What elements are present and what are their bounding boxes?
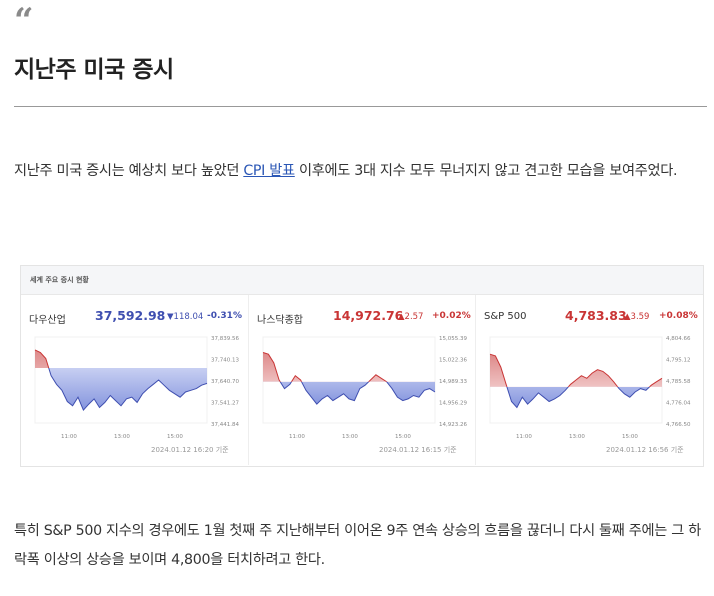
- x-tick-label: 11:00: [516, 434, 532, 440]
- intro-text-after: 이후에도 3대 지수 모두 무너지지 않고 견고한 모습을 보여주었다.: [294, 163, 678, 179]
- market-widget: 세계 주요 증시 현황 다우산업 37,592.98 ▼118.04 -0.31…: [20, 265, 704, 467]
- index-value: 4,783.83: [565, 308, 627, 323]
- sp500-panel[interactable]: S&P 500 4,783.83 ▲3.59 +0.08% 4,804.66 4,…: [475, 295, 702, 465]
- index-change-percent: +0.02%: [432, 311, 471, 321]
- area-below-baseline: [506, 386, 650, 408]
- x-tick-label: 15:00: [622, 434, 638, 440]
- cpi-link[interactable]: CPI 발표: [243, 163, 295, 179]
- timestamp: 2024.01.12 16:56 기준: [606, 446, 684, 454]
- y-tick-label: 14,923.26: [439, 422, 467, 428]
- page-title: 지난주 미국 증시: [14, 57, 174, 83]
- y-tick-label: 4,804.66: [666, 336, 691, 342]
- timestamp: 2024.01.12 16:20 기준: [151, 446, 229, 454]
- intro-paragraph: 지난주 미국 증시는 예상치 보다 높았던 CPI 발표 이후에도 3대 지수 …: [14, 157, 704, 186]
- x-tick-label: 13:00: [114, 434, 130, 440]
- y-tick-label: 37,640.70: [211, 379, 239, 385]
- dow-panel[interactable]: 다우산업 37,592.98 ▼118.04 -0.31% 37,839.56 3…: [21, 295, 247, 465]
- price-line-up: [262, 352, 388, 382]
- index-change: ▲3.59: [624, 312, 650, 322]
- x-tick-label: 15:00: [167, 434, 183, 440]
- y-tick-label: 15,055.39: [439, 336, 467, 342]
- index-name: 다우산업: [29, 315, 66, 326]
- title-divider: [14, 106, 707, 107]
- widget-title: 세계 주요 증시 현황: [21, 266, 703, 295]
- y-tick-label: 4,795.12: [666, 358, 691, 364]
- nasdaq-chart: 15,055.39 15,022.36 14,989.33 14,956.29 14,9…: [262, 336, 467, 440]
- index-change-percent: +0.08%: [659, 311, 698, 321]
- price-line-down: [506, 386, 651, 409]
- dow-chart: 37,839.56 37,740.13 37,640.70 37,541.27 37,4…: [34, 336, 239, 440]
- index-value: 14,972.76: [333, 308, 404, 323]
- y-tick-label: 37,441.84: [211, 422, 239, 428]
- price-line-down: [279, 381, 436, 405]
- timestamp: 2024.01.12 16:15 기준: [379, 446, 457, 454]
- index-change-percent: -0.31%: [207, 311, 242, 321]
- intro-text-before: 지난주 미국 증시는 예상치 보다 높았던: [14, 163, 244, 179]
- y-tick-label: 4,766.50: [666, 422, 691, 428]
- index-name: S&P 500: [484, 311, 527, 322]
- area-above-baseline: [35, 349, 49, 368]
- x-tick-label: 13:00: [569, 434, 585, 440]
- y-tick-label: 4,785.58: [666, 379, 691, 385]
- quote-mark-icon: “: [14, 1, 34, 41]
- x-tick-label: 11:00: [289, 434, 305, 440]
- price-line-down: [48, 367, 208, 412]
- price-line-up: [489, 353, 663, 387]
- nasdaq-panel[interactable]: 나스닥종합 14,972.76 ▲2.57 +0.02% 15,055.39 15…: [248, 295, 475, 465]
- y-tick-label: 14,989.33: [439, 379, 467, 385]
- index-change: ▲2.57: [398, 312, 424, 322]
- x-tick-label: 15:00: [395, 434, 411, 440]
- y-tick-label: 15,022.36: [439, 358, 467, 364]
- body-paragraph: 특히 S&P 500 지수의 경우에도 1월 첫째 주 지난해부터 이어온 9주…: [14, 523, 701, 568]
- index-change: ▼118.04: [167, 312, 204, 322]
- area-below-baseline: [35, 367, 207, 411]
- area-below-baseline: [280, 381, 435, 405]
- index-name: 나스닥종합: [257, 315, 303, 326]
- chart-frame: [262, 336, 436, 424]
- y-tick-label: 37,541.27: [211, 401, 239, 407]
- y-tick-label: 14,956.29: [439, 401, 467, 407]
- sp500-chart: 4,804.66 4,795.12 4,785.58 4,776.04 4,766.50…: [489, 336, 691, 440]
- index-value: 37,592.98: [95, 308, 166, 323]
- y-tick-label: 37,839.56: [211, 336, 239, 342]
- x-tick-label: 13:00: [342, 434, 358, 440]
- y-tick-label: 4,776.04: [666, 401, 691, 407]
- y-tick-label: 37,740.13: [211, 358, 239, 364]
- x-tick-label: 11:00: [61, 434, 77, 440]
